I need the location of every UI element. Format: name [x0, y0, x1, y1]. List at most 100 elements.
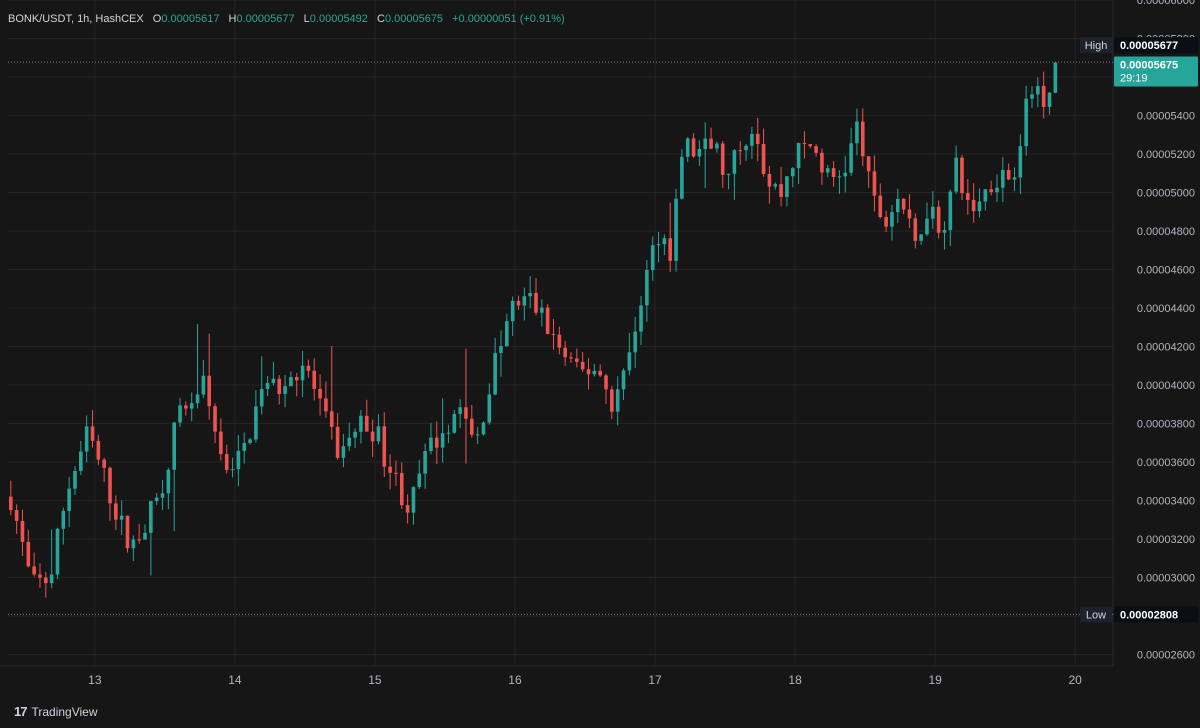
candle[interactable] — [627, 333, 632, 376]
candle[interactable] — [744, 143, 748, 161]
candle[interactable] — [9, 480, 13, 516]
candle[interactable] — [534, 277, 538, 316]
candle[interactable] — [1036, 77, 1040, 108]
candle[interactable] — [230, 457, 235, 478]
candle[interactable] — [884, 210, 888, 233]
candle[interactable] — [995, 174, 999, 202]
candle[interactable] — [487, 383, 492, 425]
candle[interactable] — [446, 424, 451, 443]
candle[interactable] — [662, 234, 667, 256]
candle[interactable] — [79, 440, 83, 475]
candle[interactable] — [347, 422, 352, 451]
candle[interactable] — [715, 141, 719, 153]
candle[interactable] — [32, 552, 36, 577]
candle[interactable] — [364, 399, 369, 432]
candle[interactable] — [831, 161, 836, 187]
candle[interactable] — [685, 136, 690, 163]
candle[interactable] — [505, 313, 509, 347]
symbol-label[interactable]: BONK/USDT, 1h, HashCEX — [8, 13, 144, 25]
candle[interactable] — [860, 108, 865, 166]
candle[interactable] — [586, 358, 591, 390]
candle[interactable] — [440, 398, 445, 463]
candle[interactable] — [1018, 134, 1023, 195]
candle[interactable] — [353, 428, 357, 448]
candle[interactable] — [569, 352, 573, 363]
candle[interactable] — [131, 535, 136, 562]
candle[interactable] — [825, 165, 830, 178]
candle[interactable] — [300, 350, 305, 398]
candle[interactable] — [615, 376, 620, 426]
candle[interactable] — [837, 170, 842, 194]
candle[interactable] — [324, 381, 328, 418]
candle[interactable] — [668, 202, 673, 273]
candle[interactable] — [26, 529, 31, 568]
candle[interactable] — [855, 108, 859, 156]
candle[interactable] — [137, 524, 141, 544]
candle[interactable] — [966, 178, 970, 215]
candle[interactable] — [417, 459, 422, 489]
candle[interactable] — [184, 401, 188, 416]
candle[interactable] — [271, 361, 276, 386]
candle[interactable] — [306, 359, 311, 378]
candle[interactable] — [633, 316, 637, 368]
candle[interactable] — [49, 529, 54, 589]
candle[interactable] — [143, 524, 147, 540]
candle[interactable] — [913, 213, 918, 249]
candle[interactable] — [411, 486, 416, 525]
candle[interactable] — [213, 403, 217, 444]
candle[interactable] — [119, 500, 124, 536]
candle[interactable] — [493, 337, 497, 396]
candle[interactable] — [335, 413, 340, 460]
candle[interactable] — [773, 182, 778, 190]
candle[interactable] — [242, 432, 247, 464]
candle[interactable] — [779, 166, 783, 207]
candle[interactable] — [114, 495, 118, 530]
candle[interactable] — [499, 330, 503, 377]
candle[interactable] — [545, 304, 550, 335]
candle[interactable] — [166, 467, 171, 510]
candle[interactable] — [528, 276, 532, 309]
candle[interactable] — [1024, 85, 1028, 156]
candle[interactable] — [802, 131, 807, 159]
candle[interactable] — [522, 287, 527, 321]
candle[interactable] — [750, 126, 754, 160]
candle[interactable] — [207, 333, 212, 420]
candle[interactable] — [236, 435, 241, 487]
candle[interactable] — [703, 122, 708, 189]
candle[interactable] — [1047, 91, 1052, 115]
candle[interactable] — [907, 194, 912, 229]
candle[interactable] — [738, 141, 743, 165]
candle[interactable] — [452, 410, 457, 434]
candle[interactable] — [125, 515, 130, 553]
candle[interactable] — [650, 236, 655, 281]
candle[interactable] — [580, 352, 585, 373]
candle[interactable] — [283, 374, 287, 408]
candle[interactable] — [925, 202, 929, 236]
candle[interactable] — [843, 156, 848, 193]
candle[interactable] — [475, 426, 480, 445]
candle[interactable] — [977, 188, 982, 218]
candle[interactable] — [154, 493, 159, 505]
candle[interactable] — [289, 371, 293, 387]
candle[interactable] — [680, 149, 684, 200]
candle[interactable] — [948, 189, 953, 246]
candle[interactable] — [785, 176, 789, 207]
candle[interactable] — [294, 372, 299, 397]
candle[interactable] — [901, 198, 906, 215]
candle[interactable] — [697, 140, 702, 166]
candle[interactable] — [557, 326, 562, 355]
candle[interactable] — [399, 462, 404, 510]
candle[interactable] — [388, 454, 392, 490]
candle[interactable] — [84, 415, 89, 463]
candle[interactable] — [890, 204, 894, 241]
candle[interactable] — [598, 364, 602, 378]
candle[interactable] — [1041, 71, 1046, 119]
candle[interactable] — [866, 156, 871, 188]
candle[interactable] — [470, 404, 474, 438]
candle[interactable] — [540, 299, 544, 327]
candle[interactable] — [219, 418, 223, 461]
candle[interactable] — [960, 154, 964, 201]
candle[interactable] — [726, 173, 731, 190]
candle[interactable] — [575, 348, 579, 368]
candle[interactable] — [359, 409, 363, 444]
